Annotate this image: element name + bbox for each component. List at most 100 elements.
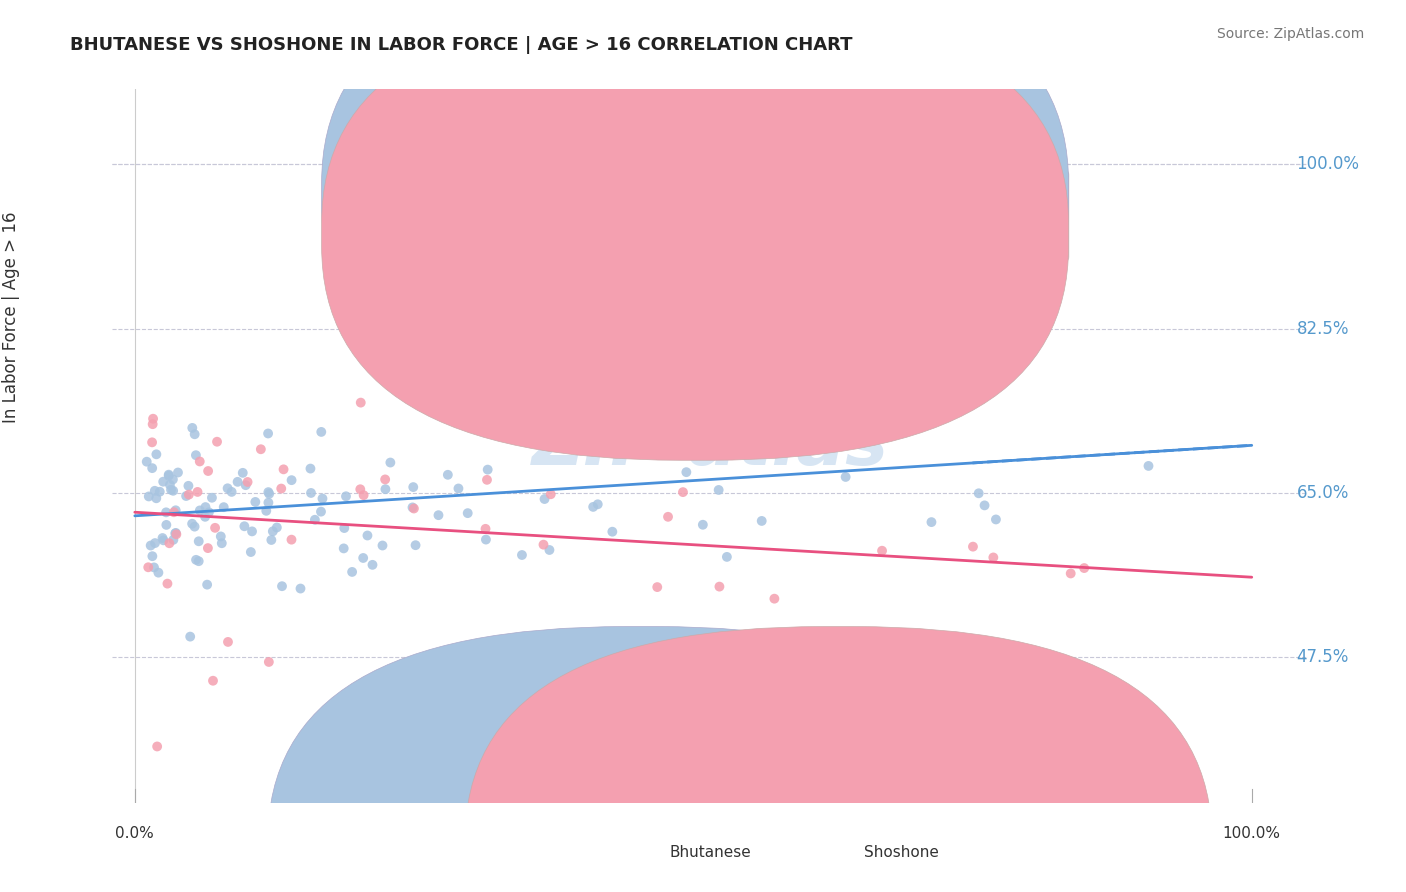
Point	[138, 490, 160, 504]
Point	[474, 522, 496, 536]
Point	[540, 487, 562, 501]
Point	[211, 536, 233, 550]
Point	[751, 514, 773, 528]
Point	[533, 491, 555, 506]
Point	[204, 521, 226, 535]
Point	[149, 484, 172, 499]
Point	[162, 483, 184, 498]
Point	[183, 519, 205, 533]
Text: Shoshone: Shoshone	[863, 846, 939, 860]
Point	[143, 536, 166, 550]
Text: 100.0%: 100.0%	[1296, 155, 1360, 173]
Point	[226, 475, 249, 489]
Point	[510, 548, 533, 562]
Point	[311, 491, 333, 506]
Point	[335, 489, 357, 503]
Point	[163, 505, 186, 519]
Text: R =   0.115  N = 112: R = 0.115 N = 112	[716, 186, 875, 200]
Point	[198, 505, 221, 519]
Point	[905, 298, 928, 312]
Point	[356, 528, 378, 542]
Text: Source: ZipAtlas.com: Source: ZipAtlas.com	[1216, 27, 1364, 41]
Point	[475, 533, 498, 547]
Point	[984, 512, 1007, 526]
Point	[145, 491, 167, 506]
Point	[738, 429, 761, 443]
Point	[603, 433, 626, 447]
Point	[179, 630, 201, 644]
Point	[201, 491, 224, 505]
Point	[515, 289, 537, 303]
Point	[437, 467, 460, 482]
Point	[186, 484, 208, 499]
Text: In Labor Force | Age > 16: In Labor Force | Age > 16	[1, 211, 20, 424]
Point	[183, 427, 205, 442]
Point	[266, 520, 288, 534]
Point	[187, 554, 209, 568]
Point	[217, 481, 239, 495]
Point	[245, 495, 267, 509]
Point	[290, 582, 312, 596]
Point	[250, 442, 273, 457]
Point	[162, 472, 184, 486]
Point	[165, 503, 187, 517]
Point	[233, 519, 256, 533]
Point	[260, 533, 283, 547]
Point	[156, 576, 179, 591]
Point	[221, 484, 243, 499]
Point	[340, 565, 363, 579]
FancyBboxPatch shape	[322, 0, 1069, 419]
FancyBboxPatch shape	[465, 626, 1212, 892]
Point	[157, 467, 180, 482]
Point	[177, 479, 200, 493]
Point	[1073, 561, 1095, 575]
Point	[155, 517, 177, 532]
Point	[165, 526, 187, 541]
Point	[174, 489, 197, 503]
Point	[402, 501, 425, 516]
Point	[350, 395, 373, 409]
Text: 65.0%: 65.0%	[1296, 484, 1348, 502]
Point	[920, 515, 942, 529]
Point	[148, 566, 170, 580]
Text: 0.0%: 0.0%	[115, 826, 155, 841]
Point	[177, 488, 200, 502]
Point	[197, 541, 219, 555]
Point	[197, 464, 219, 478]
Point	[763, 591, 786, 606]
FancyBboxPatch shape	[269, 626, 1015, 892]
Point	[157, 468, 180, 483]
Point	[257, 487, 280, 501]
Point	[707, 483, 730, 497]
Point	[257, 655, 280, 669]
Text: BHUTANESE VS SHOSHONE IN LABOR FORCE | AGE > 16 CORRELATION CHART: BHUTANESE VS SHOSHONE IN LABOR FORCE | A…	[70, 36, 853, 54]
Point	[349, 482, 371, 496]
Text: ZIP atlas: ZIP atlas	[531, 411, 889, 481]
Point	[815, 410, 838, 425]
Point	[672, 485, 695, 500]
Point	[709, 580, 731, 594]
Point	[142, 411, 165, 425]
Text: 100.0%: 100.0%	[1223, 826, 1281, 841]
Point	[146, 739, 169, 754]
Point	[184, 448, 207, 462]
Point	[188, 503, 211, 517]
Point	[165, 525, 187, 540]
Point	[374, 472, 396, 486]
Point	[849, 627, 872, 641]
Point	[257, 485, 280, 500]
Point	[1137, 458, 1160, 473]
Point	[235, 478, 257, 492]
Point	[605, 354, 627, 368]
Point	[962, 540, 984, 554]
Point	[834, 470, 856, 484]
Text: Bhutanese: Bhutanese	[669, 846, 751, 860]
Point	[361, 558, 384, 572]
FancyBboxPatch shape	[662, 168, 1069, 264]
Point	[236, 475, 259, 489]
Point	[262, 524, 284, 539]
Point	[371, 539, 394, 553]
Point	[152, 475, 174, 489]
Point	[273, 462, 295, 476]
Point	[135, 455, 157, 469]
